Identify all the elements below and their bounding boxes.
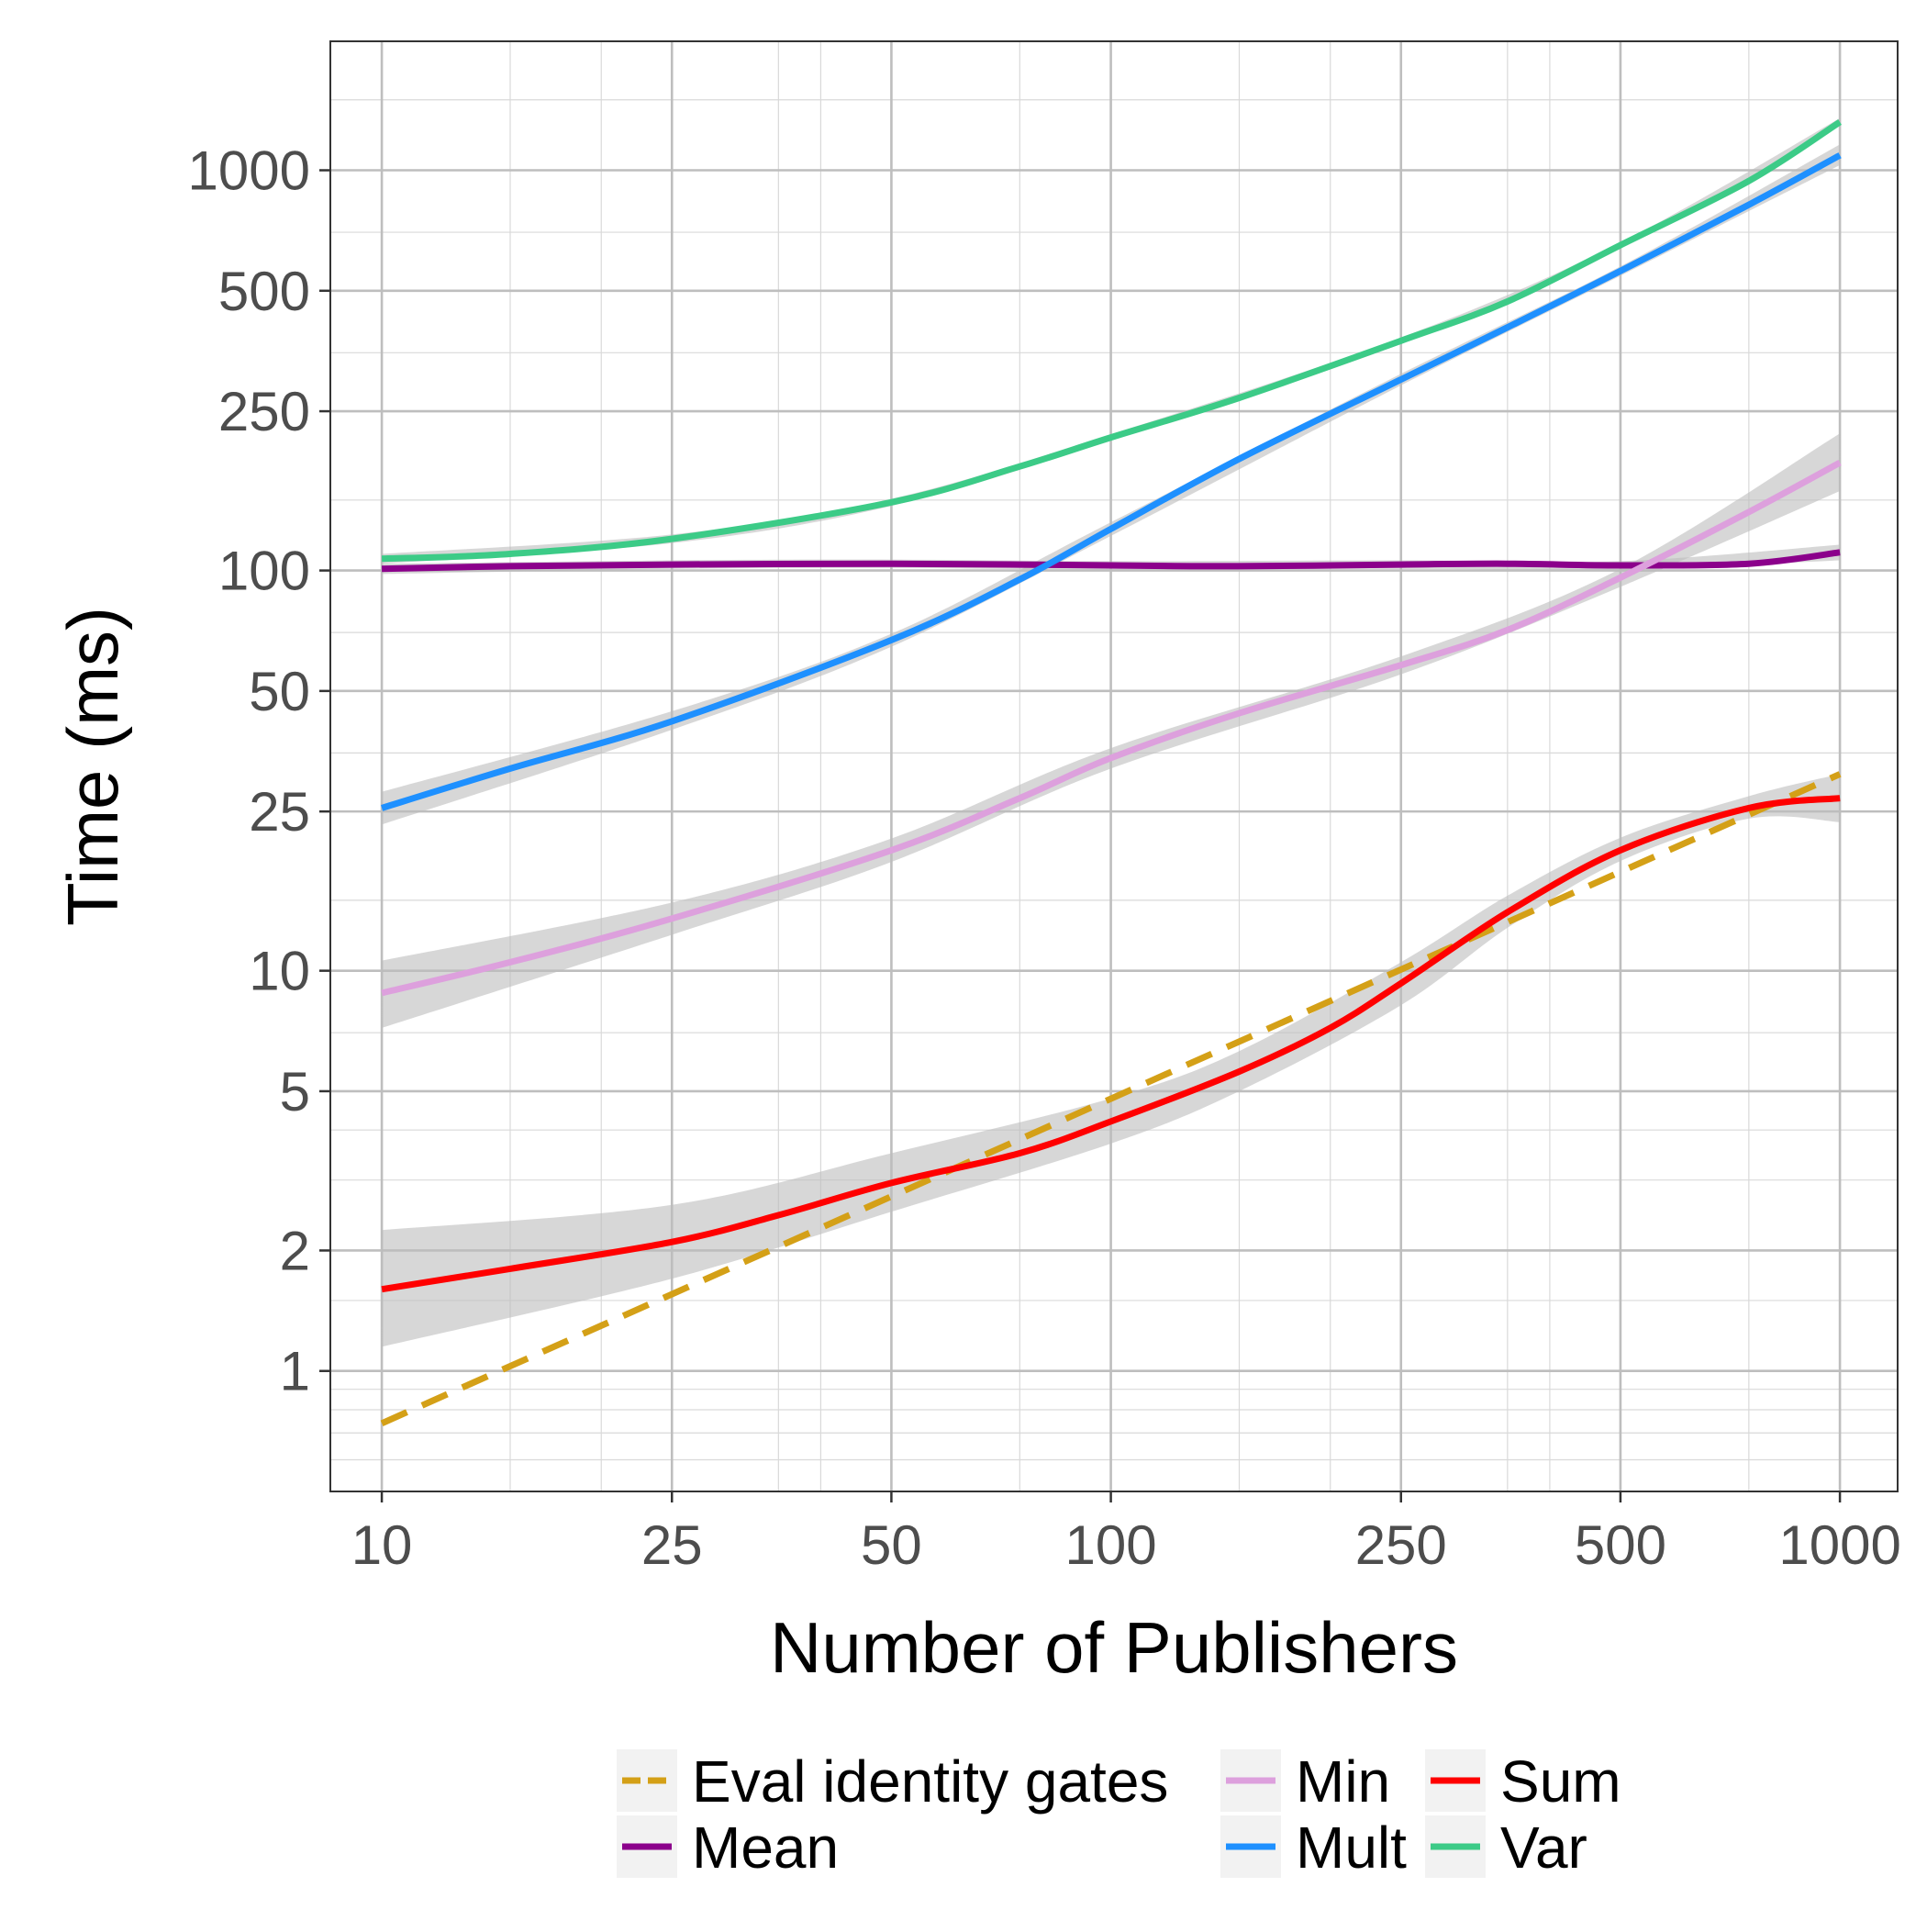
x-tick-label: 1000 [1778, 1514, 1900, 1576]
series-line-sum [381, 795, 1841, 1293]
legend-item-mean: Mean [617, 1815, 839, 1881]
legend-label: Eval identity gates [692, 1748, 1168, 1815]
y-axis-title: Time (ms) [52, 607, 133, 926]
y-tick-label: 100 [218, 541, 310, 602]
legend-label: Var [1500, 1815, 1587, 1881]
x-tick-label: 50 [861, 1514, 922, 1576]
x-tick-label: 500 [1575, 1514, 1666, 1576]
legend-item-min: Min [1220, 1748, 1390, 1815]
y-tick-label: 25 [249, 781, 310, 843]
y-tick-label: 1000 [188, 140, 310, 202]
legend-label: Mean [692, 1815, 839, 1881]
plot-panel-border [329, 40, 1899, 1492]
x-tick-label: 25 [641, 1514, 703, 1576]
series-line-layer [380, 118, 1842, 1426]
legend-item-mult: Mult [1220, 1815, 1407, 1881]
series-line-var [381, 118, 1842, 563]
series-line-mean [382, 549, 1841, 573]
series-line-eval-identity-gates [380, 771, 1842, 1426]
legend-label: Mult [1296, 1815, 1407, 1881]
x-tick-label: 10 [351, 1514, 413, 1576]
confidence-band-mult [382, 144, 1841, 825]
y-tick-label: 1 [280, 1341, 310, 1402]
y-tick-label: 5 [280, 1061, 310, 1122]
legend-label: Min [1296, 1748, 1390, 1815]
y-tick-label: 250 [218, 381, 310, 442]
confidence-band-min [382, 433, 1841, 1028]
x-axis-title: Number of Publishers [770, 1607, 1458, 1688]
legend-item-sum: Sum [1425, 1748, 1621, 1815]
tick-layer: 10 25 50 100 250 500 1000125102550100250500100… [188, 140, 1901, 1576]
y-tick-label: 500 [218, 261, 310, 322]
confidence-band-sum [382, 774, 1841, 1347]
x-tick-label: 100 [1065, 1514, 1157, 1576]
x-tick-label: 250 [1355, 1514, 1447, 1576]
y-tick-label: 50 [249, 661, 310, 722]
legend-label: Sum [1500, 1748, 1621, 1815]
series-line-mult [381, 152, 1842, 811]
legend-item-var: Var [1425, 1815, 1587, 1881]
legend-item-eval-identity-gates: Eval identity gates [617, 1748, 1168, 1815]
y-tick-label: 10 [249, 941, 310, 1002]
series-line-min [381, 460, 1842, 997]
y-tick-label: 2 [280, 1220, 310, 1281]
